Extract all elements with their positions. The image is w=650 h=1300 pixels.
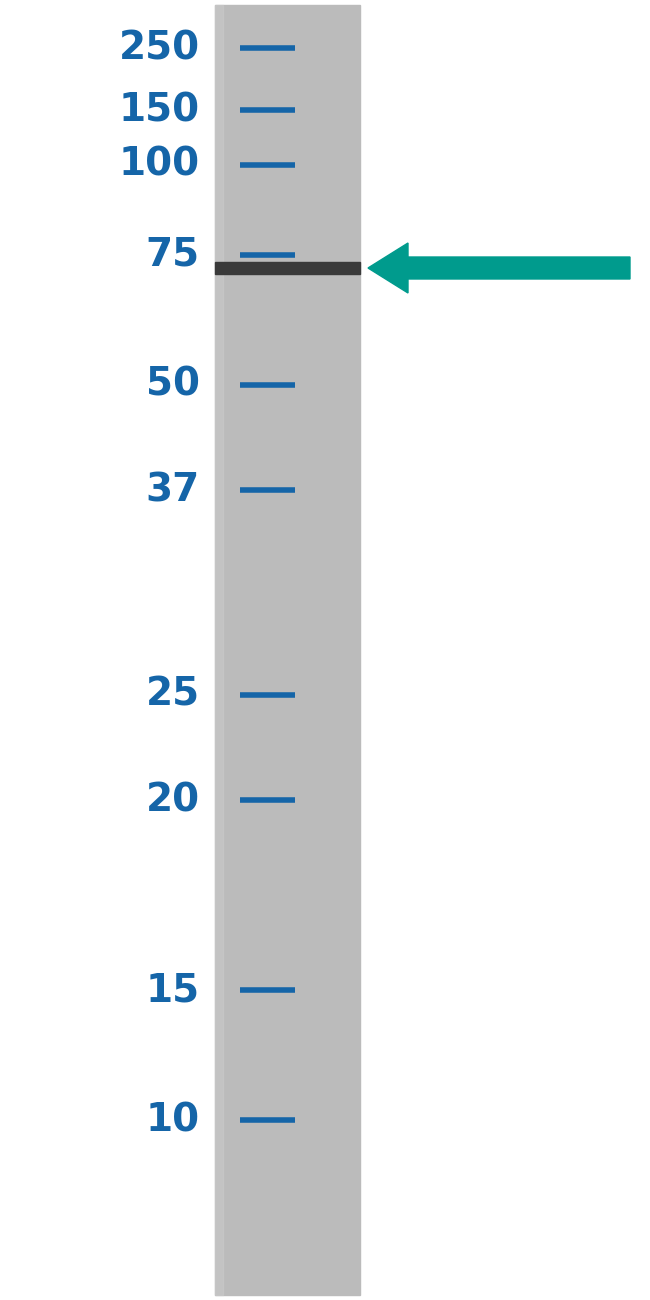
Text: 20: 20 xyxy=(146,781,200,819)
Text: 25: 25 xyxy=(146,676,200,714)
Bar xyxy=(215,5,360,1295)
Bar xyxy=(215,263,360,274)
FancyArrow shape xyxy=(368,243,630,292)
Text: 100: 100 xyxy=(119,146,200,185)
Text: 37: 37 xyxy=(146,471,200,510)
Text: 250: 250 xyxy=(119,29,200,68)
Text: 15: 15 xyxy=(146,971,200,1009)
Text: 75: 75 xyxy=(146,237,200,274)
Text: 50: 50 xyxy=(146,367,200,404)
Text: 10: 10 xyxy=(146,1101,200,1139)
Text: 150: 150 xyxy=(119,91,200,129)
Bar xyxy=(215,5,223,1295)
